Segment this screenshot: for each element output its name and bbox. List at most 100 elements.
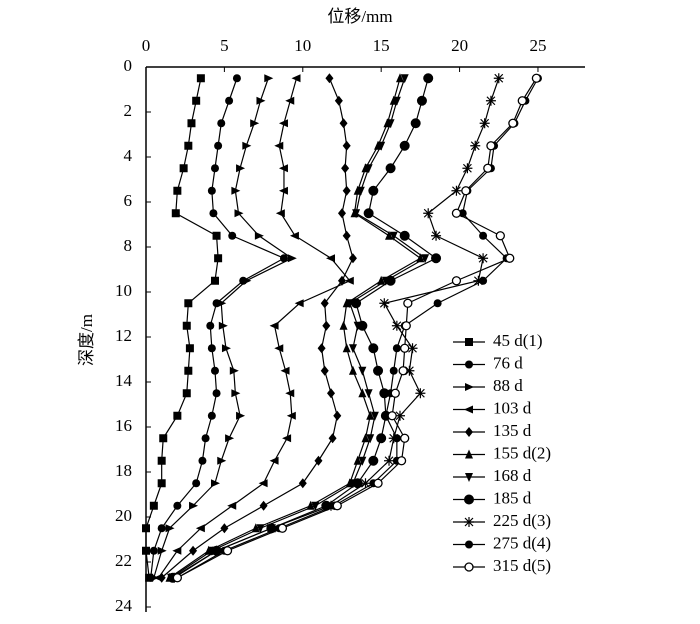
marker <box>394 410 405 421</box>
marker <box>279 254 288 263</box>
marker <box>258 479 268 488</box>
legend-label: 275 d(4) <box>493 533 551 552</box>
y-tick-label: 8 <box>124 236 133 255</box>
marker <box>217 456 227 465</box>
marker <box>470 140 481 151</box>
marker <box>356 186 365 196</box>
marker <box>322 320 331 331</box>
legend-marker <box>464 562 474 572</box>
marker <box>352 478 363 489</box>
marker <box>531 73 542 83</box>
y-tick-label: 20 <box>115 506 132 525</box>
legend-marker <box>465 338 473 346</box>
marker <box>505 253 515 263</box>
marker <box>157 479 166 488</box>
marker <box>187 119 196 128</box>
marker <box>278 119 288 128</box>
marker <box>234 209 244 218</box>
marker <box>389 231 398 241</box>
marker <box>269 321 279 330</box>
marker <box>287 254 297 263</box>
marker <box>222 546 233 556</box>
marker <box>212 389 221 398</box>
marker <box>385 230 394 240</box>
marker <box>179 164 188 173</box>
marker <box>337 208 346 219</box>
marker <box>236 164 246 173</box>
marker <box>196 74 205 83</box>
x-tick-label: 0 <box>142 36 151 55</box>
x-tick-label: 10 <box>294 36 311 55</box>
marker <box>231 389 241 398</box>
marker <box>410 118 421 129</box>
marker <box>451 208 462 218</box>
marker <box>373 478 383 488</box>
marker <box>396 456 407 466</box>
marker <box>274 141 284 150</box>
marker <box>403 298 413 308</box>
marker <box>462 163 473 174</box>
marker <box>364 164 373 174</box>
marker <box>333 410 342 421</box>
legend-marker <box>465 360 473 369</box>
legend-label: 315 d(5) <box>493 556 551 575</box>
marker <box>423 208 434 219</box>
marker <box>254 231 264 240</box>
marker <box>225 96 234 105</box>
marker <box>386 119 395 129</box>
marker <box>157 456 166 465</box>
marker <box>285 96 295 105</box>
marker <box>228 231 237 240</box>
marker <box>423 73 434 84</box>
y-tick-label: 10 <box>115 281 132 300</box>
marker <box>495 231 505 241</box>
marker <box>173 501 182 510</box>
marker <box>320 365 329 376</box>
marker <box>379 388 390 399</box>
marker <box>379 298 390 309</box>
marker <box>341 163 350 174</box>
marker <box>392 344 401 353</box>
marker <box>479 118 490 129</box>
y-tick-label: 6 <box>124 191 133 210</box>
marker <box>184 141 193 150</box>
marker <box>390 388 400 398</box>
marker <box>182 389 191 398</box>
marker <box>451 185 462 196</box>
marker <box>227 501 237 510</box>
marker <box>478 253 489 264</box>
marker <box>479 276 488 285</box>
y-tick-label: 12 <box>115 326 132 345</box>
y-tick-label: 24 <box>115 596 133 615</box>
marker <box>278 164 288 173</box>
marker <box>259 500 268 511</box>
marker <box>184 299 193 308</box>
marker <box>431 230 442 241</box>
legend-marker <box>465 540 473 549</box>
marker <box>400 433 410 443</box>
marker <box>173 186 182 195</box>
marker <box>212 231 221 240</box>
marker <box>392 434 401 443</box>
marker <box>210 276 219 285</box>
series-line <box>153 78 293 578</box>
marker <box>165 524 175 533</box>
marker <box>384 455 395 466</box>
marker <box>348 344 357 354</box>
marker <box>493 73 504 84</box>
marker <box>221 344 231 353</box>
marker <box>385 163 396 174</box>
marker <box>311 501 320 511</box>
marker <box>264 74 274 83</box>
marker <box>207 411 216 420</box>
marker <box>207 186 216 195</box>
marker <box>285 389 295 398</box>
marker <box>256 96 266 105</box>
marker <box>274 344 284 353</box>
legend-marker <box>465 473 473 482</box>
marker <box>159 434 168 443</box>
marker <box>229 366 239 375</box>
marker <box>214 141 223 150</box>
marker <box>206 321 215 330</box>
marker <box>266 523 277 534</box>
